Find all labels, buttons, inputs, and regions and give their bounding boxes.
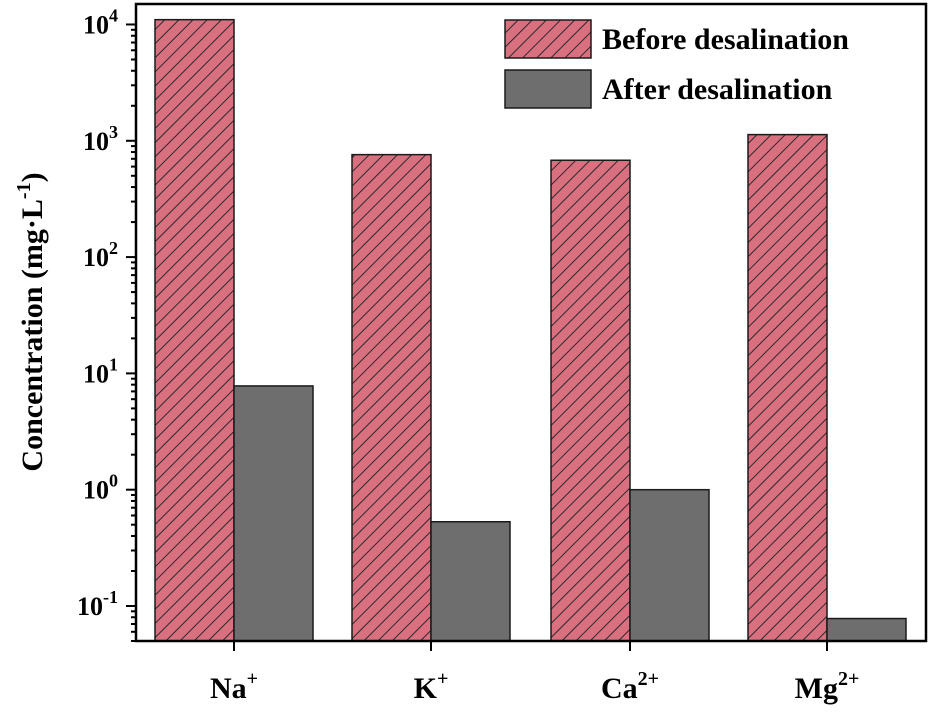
y-tick-label: 10-1 [77, 587, 118, 621]
bar-after-ca [629, 488, 710, 642]
bar-after-na [233, 385, 314, 642]
legend-swatch-after [504, 69, 592, 109]
y-tick-label: 101 [83, 354, 118, 388]
y-tick-label: 104 [83, 5, 118, 39]
axes-group: 10-1 100 101 102 103 104 Na+ K+ Ca2+ Mg2+ Concentr… [13, 2, 928, 705]
bar-after-mg [826, 617, 907, 642]
y-tick-label: 103 [83, 122, 118, 156]
y-tick-label: 102 [83, 238, 118, 272]
legend-label-after: After desalination [602, 73, 833, 106]
bar-before-na [154, 18, 235, 642]
legend-swatch-before [504, 19, 592, 59]
y-axis-label: Concentration (mg·L-1) [13, 172, 49, 471]
legend-label-before: Before desalination [602, 23, 849, 56]
bar-before-ca [550, 159, 631, 642]
plot-frame [134, 2, 928, 643]
x-tick-label-mg: Mg2+ [795, 668, 860, 705]
bar-before-k [351, 153, 432, 642]
bar-after-k [430, 521, 511, 642]
bars-group [154, 18, 907, 642]
y-tick-label: 100 [83, 471, 118, 505]
legend: Before desalination After desalination [504, 19, 849, 109]
x-tick-label-na: Na+ [210, 668, 258, 705]
x-tick-label-ca: Ca2+ [601, 668, 659, 705]
x-tick-label-k: K+ [414, 668, 449, 705]
bar-before-mg [747, 133, 828, 642]
